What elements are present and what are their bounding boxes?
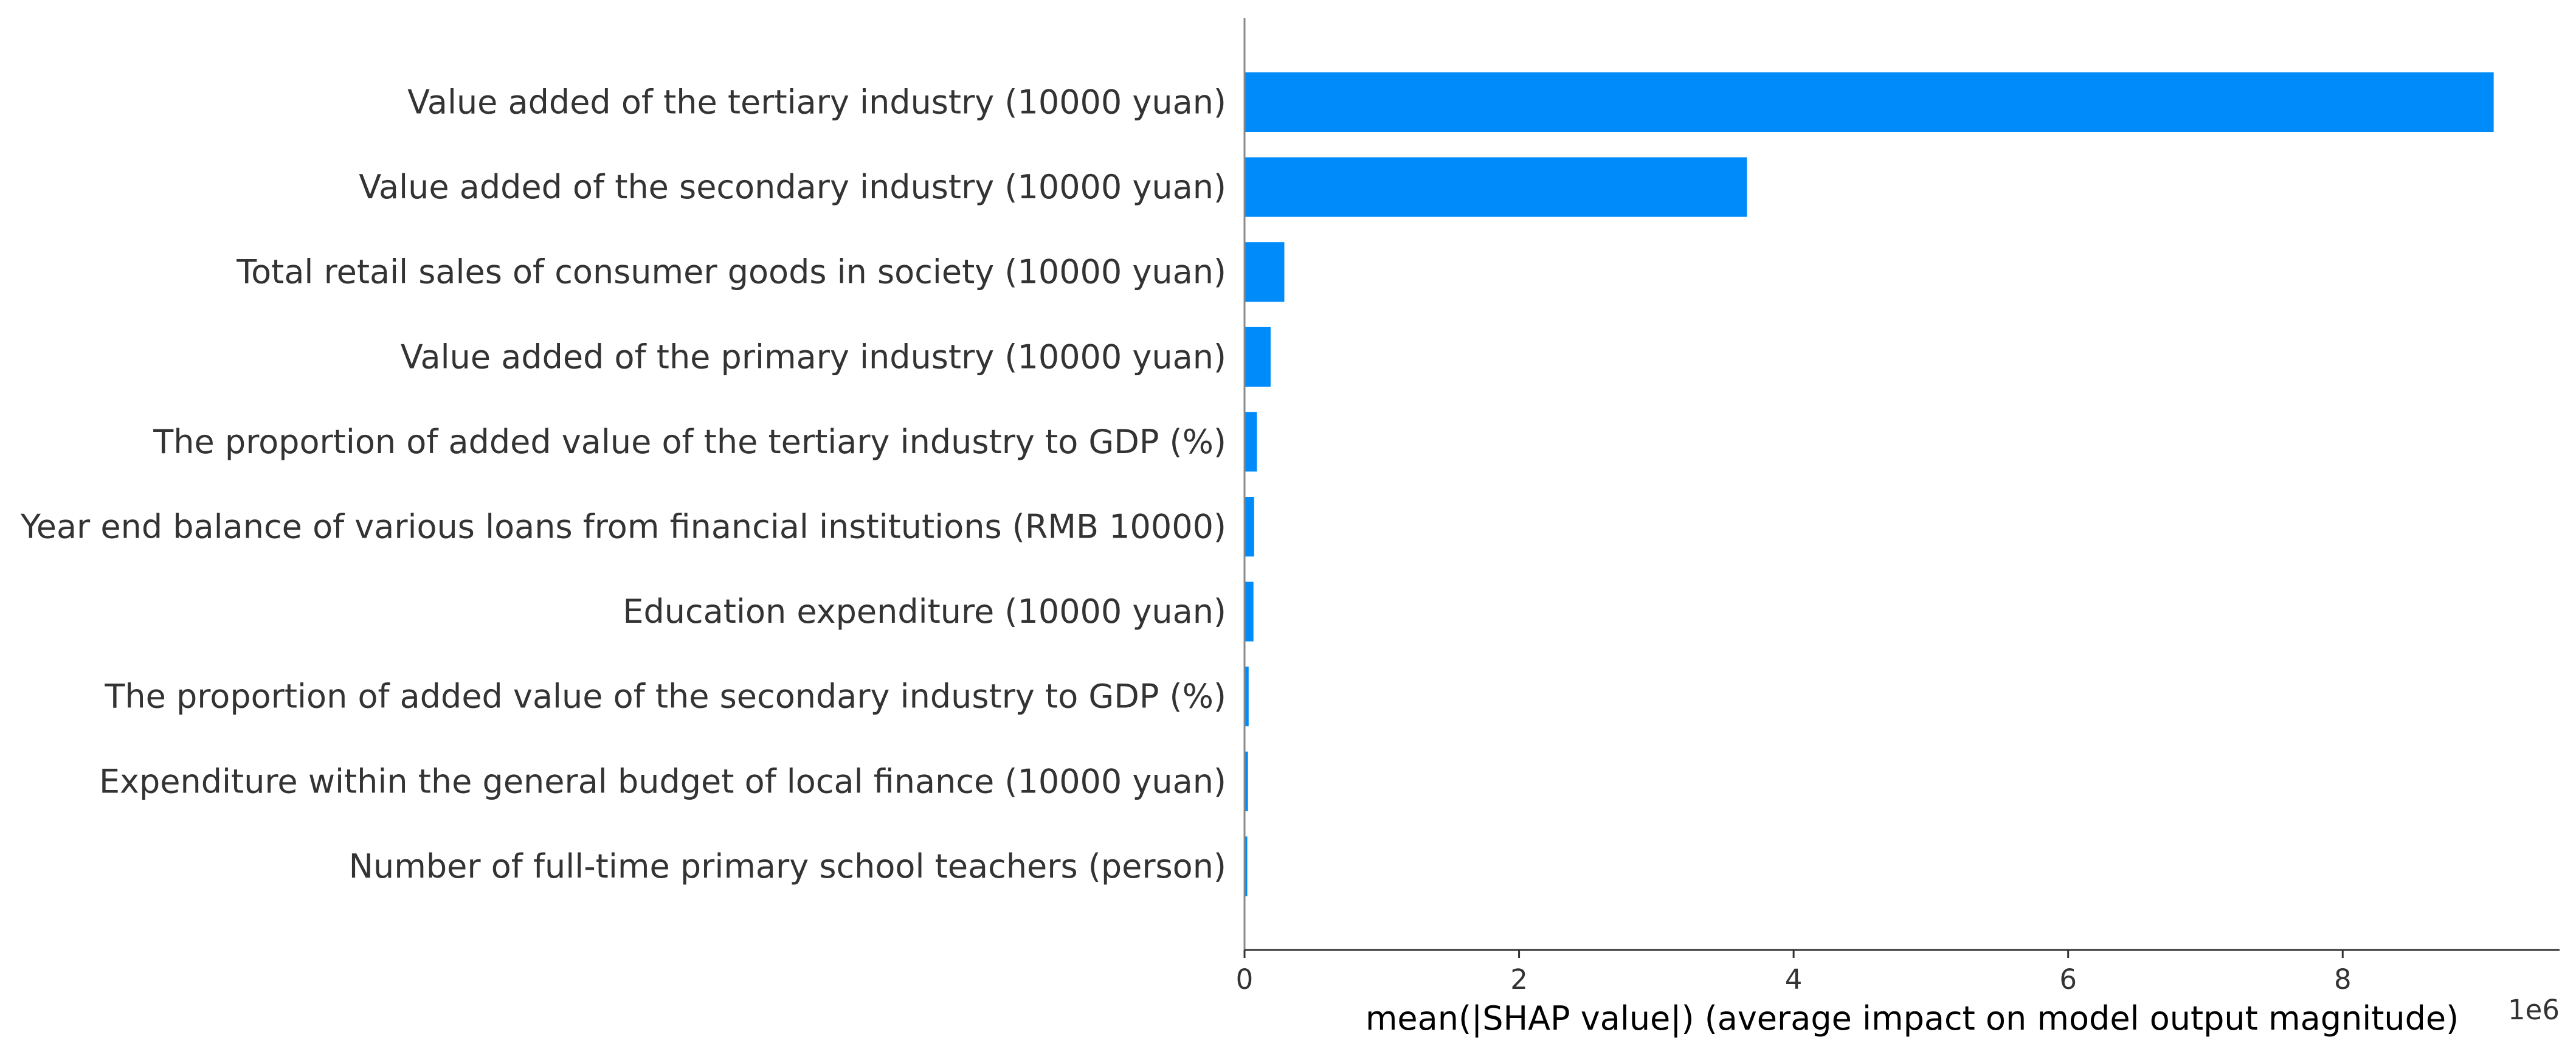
- x-axis: 0 2 4 6 8: [1236, 950, 2352, 996]
- category-labels: Value added of the tertiary industry (10…: [20, 83, 1226, 885]
- x-tick-label: 8: [2334, 963, 2352, 996]
- bar: [1245, 751, 1248, 811]
- bar: [1245, 242, 1285, 302]
- category-label: Value added of the secondary industry (1…: [359, 168, 1226, 206]
- x-axis-label: mean(|SHAP value|) (average impact on mo…: [1366, 999, 2459, 1038]
- bar: [1245, 72, 2494, 132]
- bars-layer: [1245, 72, 2494, 896]
- x-tick-label: 6: [2059, 963, 2077, 996]
- category-label: Expenditure within the general budget of…: [99, 762, 1226, 800]
- category-label: Year end balance of various loans from f…: [20, 508, 1226, 546]
- x-tick-label: 0: [1236, 963, 1254, 996]
- bar: [1245, 327, 1271, 387]
- category-label: Value added of the primary industry (100…: [401, 338, 1226, 376]
- category-label: Value added of the tertiary industry (10…: [407, 83, 1226, 122]
- category-label: Education expenditure (10000 yuan): [623, 592, 1226, 631]
- bar: [1245, 667, 1249, 727]
- category-label: The proportion of added value of the sec…: [104, 678, 1226, 716]
- bar: [1245, 412, 1257, 472]
- axis-offset-label: 1e6: [2508, 994, 2560, 1026]
- bar: [1245, 497, 1254, 556]
- x-tick-label: 2: [1510, 963, 1528, 996]
- bar: [1245, 157, 1747, 217]
- bar: [1245, 836, 1248, 896]
- category-label: Total retail sales of consumer goods in …: [236, 253, 1226, 291]
- x-tick-label: 4: [1785, 963, 1803, 996]
- category-label: The proportion of added value of the ter…: [153, 423, 1226, 461]
- category-label: Number of full-time primary school teach…: [349, 847, 1226, 885]
- bar: [1245, 581, 1254, 642]
